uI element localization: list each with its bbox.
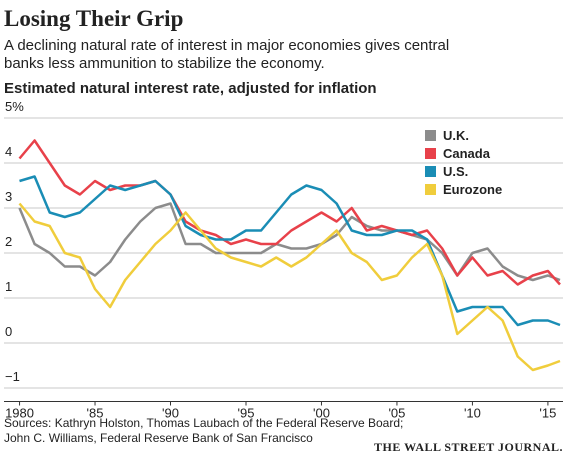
legend-label: Eurozone (443, 182, 502, 197)
y-tick-label: 3 (5, 189, 12, 204)
x-tick-label: 1980 (5, 406, 34, 421)
x-tick-label: '05 (388, 406, 405, 421)
legend-swatch (425, 184, 436, 195)
x-tick-label: '00 (313, 406, 330, 421)
series-line (18, 139, 561, 286)
y-tick-label: 1 (5, 279, 12, 294)
y-tick-label: 2 (5, 234, 12, 249)
chart-heading: Estimated natural interest rate, adjuste… (4, 80, 377, 97)
legend-swatch (425, 130, 436, 141)
subtitle: banks less ammunition to stabilize the e… (4, 55, 325, 72)
x-tick-label: '10 (464, 406, 481, 421)
x-tick-label: '90 (162, 406, 179, 421)
legend-label: U.S. (443, 164, 468, 179)
chart-title: Losing Their Grip (4, 6, 183, 31)
x-tick-label: '15 (539, 406, 556, 421)
series-line (19, 175, 561, 327)
legend-label: Canada (443, 146, 491, 161)
source: John C. Williams, Federal Reserve Bank o… (4, 431, 313, 445)
legend-label: U.K. (443, 128, 469, 143)
y-tick-label: 0 (5, 324, 12, 339)
y-tick-label: 5% (5, 99, 24, 114)
x-tick-label: '95 (238, 406, 255, 421)
y-tick-label: −1 (5, 369, 20, 384)
x-tick-label: '85 (87, 406, 104, 421)
legend-swatch (425, 148, 436, 159)
source: Sources: Kathryn Holston, Thomas Laubach… (4, 416, 403, 430)
legend-swatch (425, 166, 436, 177)
y-tick-label: 4 (5, 144, 12, 159)
subtitle: A declining natural rate of interest in … (4, 37, 449, 54)
publisher: THE WALL STREET JOURNAL. (374, 440, 563, 454)
series-line (18, 202, 561, 282)
series-line (18, 202, 561, 372)
